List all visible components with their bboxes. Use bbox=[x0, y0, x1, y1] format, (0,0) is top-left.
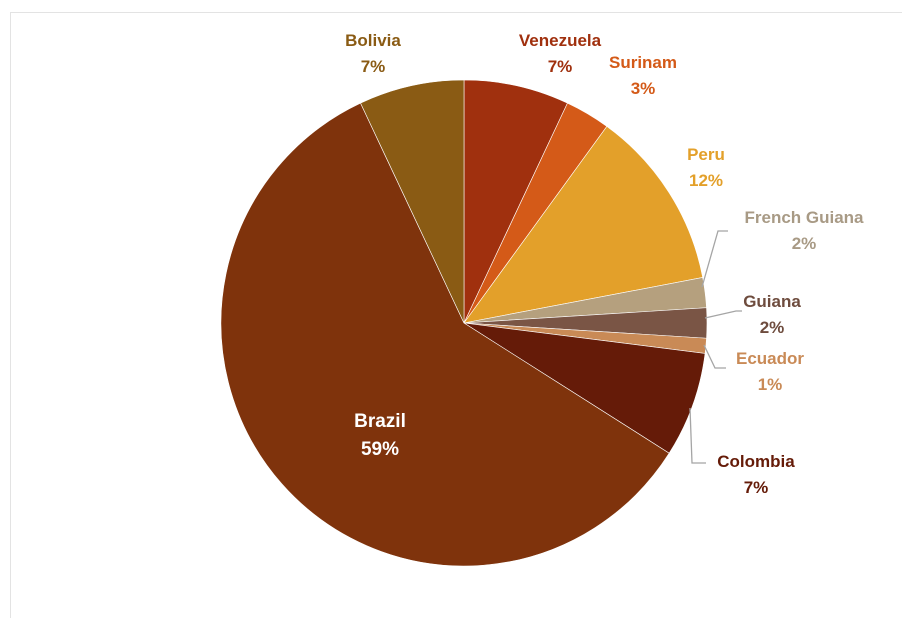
label-surinam-name: Surinam bbox=[609, 53, 677, 72]
label-ecuador-name: Ecuador bbox=[736, 349, 804, 368]
label-guiana-name: Guiana bbox=[743, 292, 801, 311]
label-ecuador-pct: 1% bbox=[758, 375, 783, 394]
label-french-guiana-name: French Guiana bbox=[744, 208, 864, 227]
label-bolivia-name: Bolivia bbox=[345, 31, 401, 50]
label-colombia-pct: 7% bbox=[744, 478, 769, 497]
label-peru-pct: 12% bbox=[689, 171, 723, 190]
label-peru-name: Peru bbox=[687, 145, 725, 164]
leader-line-guiana bbox=[704, 310, 742, 319]
leader-line-ecuador bbox=[703, 344, 726, 369]
label-guiana-pct: 2% bbox=[760, 318, 785, 337]
slice-peru bbox=[463, 125, 704, 324]
slice-colombia bbox=[463, 322, 706, 454]
slice-brazil bbox=[220, 102, 670, 567]
label-brazil-name: Brazil bbox=[354, 411, 406, 432]
label-bolivia-pct: 7% bbox=[361, 57, 386, 76]
leader-lines bbox=[689, 230, 742, 464]
label-venezuela-name: Venezuela bbox=[519, 31, 602, 50]
leader-line-french-guiana bbox=[701, 230, 728, 288]
label-surinam-pct: 3% bbox=[631, 79, 656, 98]
label-colombia-name: Colombia bbox=[717, 452, 795, 471]
slice-bolivia bbox=[360, 79, 465, 324]
label-venezuela-pct: 7% bbox=[548, 57, 573, 76]
leader-line-colombia bbox=[689, 407, 706, 464]
slice-venezuela bbox=[463, 79, 568, 324]
label-brazil-pct: 59% bbox=[361, 439, 399, 460]
slice-labels: Venezuela 7% Surinam 3% Peru 12% French … bbox=[345, 31, 864, 497]
label-french-guiana-pct: 2% bbox=[792, 234, 817, 253]
pie-slices bbox=[220, 79, 708, 567]
chart-frame bbox=[10, 12, 902, 618]
